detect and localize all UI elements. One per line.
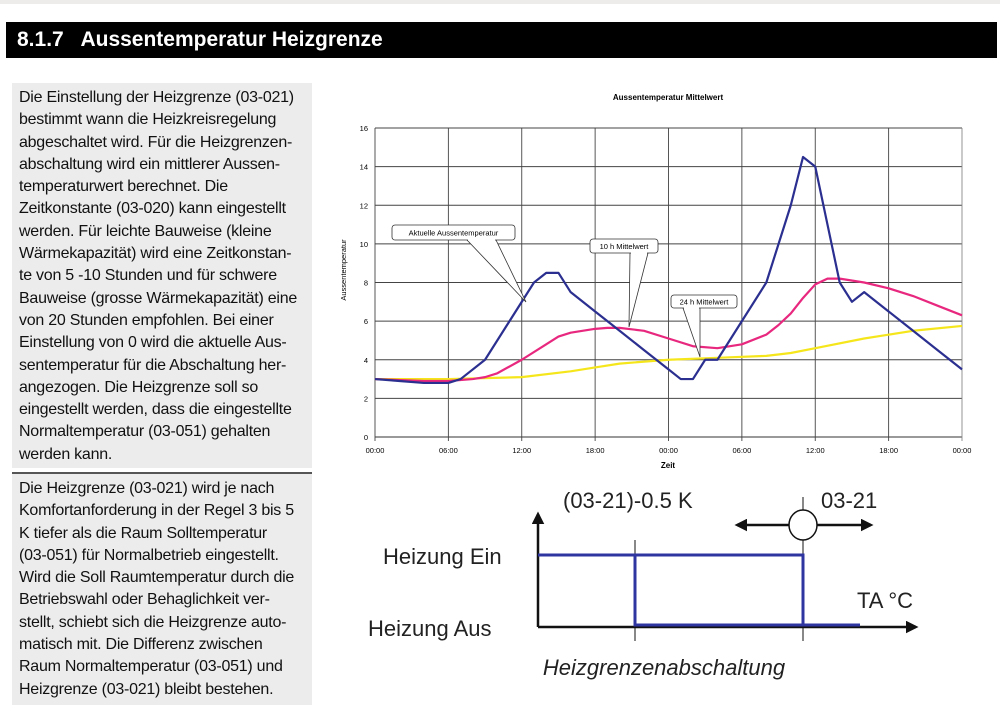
section-heading: 8.1.7 Aussentemperatur Heizgrenze	[6, 22, 997, 58]
callout-label: 10 h Mittelwert	[600, 242, 650, 251]
y-tick-label: 6	[364, 317, 368, 326]
heizgrenze-paragraph: Die Heizgrenze (03-021) wird je nach Komf…	[12, 472, 312, 705]
paragraph-line: Heizgrenze (03-021) bleibt bestehen.	[19, 680, 274, 698]
paragraph-line: stellt, schiebt sich die Heizgrenze auto…	[19, 613, 287, 631]
x-tick-label: 00:00	[659, 446, 678, 455]
paragraph-line: Betriebswahl oder Behaglichkeit ver-	[19, 591, 270, 609]
description-paragraph: Die Einstellung der Heizgrenze (03-021) b…	[12, 83, 312, 468]
series-line-2	[375, 324, 963, 381]
x-tick-label: 12:00	[512, 446, 531, 455]
adjust-handle-icon	[788, 509, 818, 541]
x-tick-label: 06:00	[732, 446, 751, 455]
section-number: 8.1.7	[17, 28, 64, 51]
paragraph-line: te von 5 -10 Stunden und für schwere	[19, 267, 277, 285]
section-title: Aussentemperatur Heizgrenze	[80, 28, 383, 51]
y-tick-label: 10	[360, 240, 368, 249]
series-line-0	[374, 155, 963, 385]
heizung-aus-label: Heizung Aus	[368, 616, 492, 641]
lower-limit-label: (03-21)-0.5 K	[563, 488, 693, 513]
page-top-strip	[0, 0, 1000, 4]
paragraph-line: werden. Für leichte Bauweise (kleine	[19, 222, 272, 240]
heizung-ein-label: Heizung Ein	[383, 544, 502, 569]
paragraph-line: werden kann.	[19, 445, 113, 463]
x-tick-label: 00:00	[953, 446, 972, 455]
callout-box	[391, 224, 516, 241]
hysteresis-line	[538, 553, 860, 627]
series-line-1	[374, 277, 963, 383]
paragraph-line: (03-051) für Normalbetrieb eingestellt.	[19, 546, 279, 564]
paragraph-line: von 20 Stunden empfohlen. Bei einer	[19, 311, 274, 329]
diagram-caption: Heizgrenzenabschaltung	[543, 655, 786, 680]
x-tick-label: 06:00	[439, 446, 458, 455]
paragraph-line: Einstellung von 0 wird die aktuelle Aus-	[19, 334, 287, 352]
paragraph-line: Die Heizgrenze (03-021) wird je nach	[19, 480, 275, 497]
paragraph-line: Bauweise (grosse Wärmekapazität) eine	[19, 289, 297, 307]
y-tick-label: 12	[360, 201, 368, 210]
paragraph-line: matisch mit. Die Differenz zwischen	[19, 636, 263, 654]
x-tick-label: 12:00	[806, 446, 825, 455]
limit-label: 03-21	[821, 488, 877, 513]
y-axis-label: Aussentemperatur	[339, 239, 348, 301]
callout-label: 24 h Mittelwert	[680, 298, 730, 307]
callout-box	[670, 294, 738, 309]
paragraph-line: abgeschaltet wird. Für die Heizgrenzen-	[19, 133, 293, 151]
ta-axis-label: TA °C	[857, 588, 913, 613]
y-tick-label: 8	[364, 279, 368, 288]
y-tick-label: 4	[364, 356, 368, 365]
paragraph-line: Die Einstellung der Heizgrenze (03-021)	[19, 89, 294, 106]
paragraph-line: abschaltung wird ein mittlerer Aussen-	[19, 155, 280, 173]
chart-title: Aussentemperatur Mittelwert	[613, 93, 724, 102]
paragraph-line: temperaturwert berechnet. Die	[19, 178, 228, 196]
y-tick-label: 14	[360, 163, 368, 172]
paragraph-line: Zeitkonstante (03-020) kann eingestellt	[19, 200, 286, 218]
paragraph-line: bestimmt wann die Heizkreisregelung	[19, 111, 277, 129]
y-tick-label: 0	[364, 433, 368, 442]
paragraph-line: Wird die Soll Raumtemperatur durch die	[19, 569, 295, 587]
y-tick-label: 2	[364, 394, 368, 403]
x-tick-label: 18:00	[879, 446, 898, 455]
paragraph-line: Wärmekapazität) wird eine Zeitkonstan-	[19, 245, 292, 263]
paragraph-line: eingestellt werden, dass die eingestellt…	[19, 401, 292, 419]
paragraph-line: K tiefer als die Raum Solltemperatur	[19, 524, 267, 542]
paragraph-line: sentemperatur für die Abschaltung her-	[19, 356, 287, 374]
x-axis-label: Zeit	[661, 461, 676, 470]
x-tick-label: 00:00	[366, 446, 385, 455]
paragraph-line: angezogen. Die Heizgrenze soll so	[19, 378, 259, 396]
y-tick-label: 16	[360, 124, 368, 133]
paragraph-line: Komfortanforderung in der Regel 3 bis 5	[19, 502, 294, 520]
paragraph-line: Normaltemperatur (03-051) gehalten	[19, 423, 271, 441]
callout-box	[589, 238, 659, 254]
callout-label: Aktuelle Aussentemperatur	[409, 229, 499, 238]
x-tick-label: 18:00	[586, 446, 605, 455]
paragraph-line: Raum Normaltemperatur (03-051) und	[19, 658, 283, 676]
